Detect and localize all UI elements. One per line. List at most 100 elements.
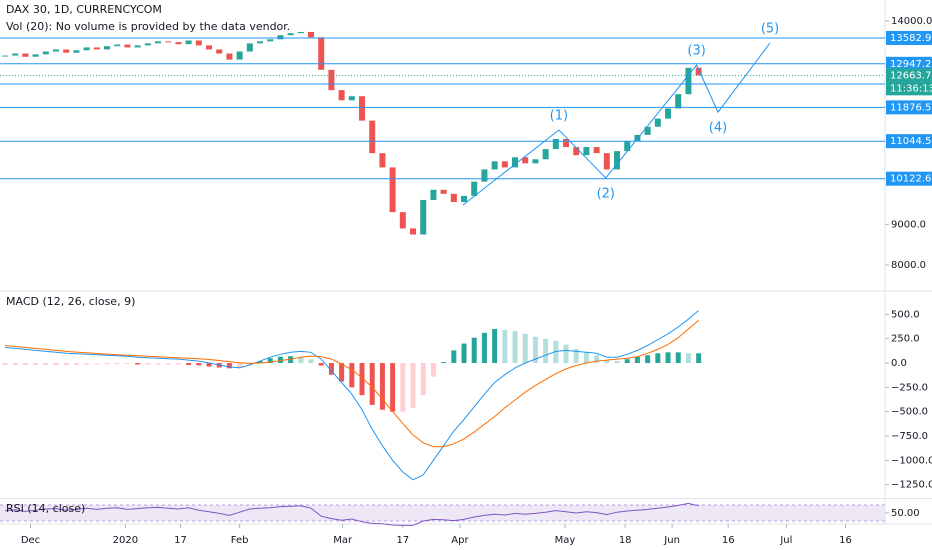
histogram-bar <box>318 363 324 366</box>
candle <box>552 138 559 150</box>
histogram-bar <box>492 328 498 364</box>
histogram-bar <box>175 363 181 365</box>
candle <box>195 40 202 46</box>
candle <box>542 149 549 160</box>
histogram-bar <box>267 358 273 364</box>
histogram-bar <box>165 363 171 365</box>
histogram-bar <box>390 363 396 412</box>
candle <box>83 47 90 51</box>
candle <box>399 212 406 229</box>
candle <box>185 40 192 45</box>
histogram-bar <box>400 363 406 412</box>
candle <box>695 67 702 76</box>
histogram-bar <box>349 363 355 388</box>
histogram-bar <box>675 352 681 364</box>
histogram-bar <box>594 355 600 364</box>
y-tick-label: 500.0 <box>891 309 920 320</box>
histogram-bar <box>420 363 426 396</box>
candle <box>461 195 468 202</box>
x-tick-label: 18 <box>619 535 632 546</box>
histogram-bar <box>277 356 283 364</box>
candle <box>246 43 253 52</box>
histogram-bar <box>532 336 538 364</box>
chart-subtitle: Vol (20): No volume is provided by the d… <box>6 20 290 33</box>
candle <box>206 45 213 50</box>
candle <box>614 151 621 170</box>
y-tick-label: 14000.0 <box>891 16 932 27</box>
candle <box>624 140 631 152</box>
x-tick-label: Mar <box>333 535 353 546</box>
histogram-bar <box>369 363 375 405</box>
level-label: 13582.9 <box>890 33 931 44</box>
histogram-bar <box>43 363 49 365</box>
candle <box>471 181 478 196</box>
candle <box>22 53 29 57</box>
histogram-bar <box>471 337 477 364</box>
candle <box>226 53 233 60</box>
histogram-bar <box>583 352 589 364</box>
y-tick-label: 250.0 <box>891 334 920 345</box>
histogram-bar <box>634 356 640 364</box>
histogram-bar <box>655 353 661 364</box>
histogram-bar <box>124 363 130 365</box>
candle <box>42 51 49 55</box>
candle <box>93 47 100 50</box>
rsi-band <box>0 505 885 521</box>
candle <box>501 161 508 168</box>
histogram-bar <box>410 363 416 408</box>
candle <box>522 157 529 164</box>
candle <box>359 96 366 121</box>
wave-label: (4) <box>709 121 727 136</box>
signal-line <box>4 319 699 448</box>
histogram-bar <box>614 361 620 364</box>
candle <box>124 44 131 48</box>
last-price-bg <box>886 68 932 96</box>
x-tick-label: 16 <box>839 535 852 546</box>
histogram-bar <box>206 363 212 367</box>
histogram-bar <box>22 363 28 365</box>
macd-line <box>4 310 699 481</box>
candle <box>348 96 355 101</box>
y-tick-label: −1000.0 <box>891 455 932 466</box>
candle <box>603 153 610 170</box>
histogram-bar <box>502 329 508 364</box>
candle <box>267 39 274 42</box>
pane-title: MACD (12, 26, close, 9) <box>6 295 135 308</box>
histogram-bar <box>257 361 263 364</box>
histogram-bar <box>685 353 691 364</box>
wave-label: (3) <box>687 43 705 58</box>
histogram-bar <box>84 363 90 365</box>
histogram-bar <box>696 353 702 364</box>
histogram-bar <box>12 363 18 365</box>
level-label: 12947.2 <box>890 59 931 70</box>
x-tick-label: Jun <box>663 535 680 546</box>
candle <box>216 49 223 54</box>
candle <box>430 189 437 200</box>
histogram-bar <box>155 363 161 365</box>
candle <box>236 51 243 60</box>
candle <box>685 67 692 95</box>
candle <box>410 228 417 235</box>
level-label: 11044.5 <box>890 136 931 147</box>
candle <box>175 42 182 45</box>
y-tick-label: 8000.0 <box>891 260 926 271</box>
x-tick-label: 17 <box>174 535 187 546</box>
level-label: 11876.5 <box>890 102 931 113</box>
histogram-bar <box>73 363 79 365</box>
histogram-bar <box>114 363 120 365</box>
histogram-bar <box>563 344 569 364</box>
candle <box>63 49 70 53</box>
histogram-bar <box>461 343 467 364</box>
last-price-label: 12663.7 <box>890 70 931 81</box>
histogram-bar <box>573 348 579 364</box>
histogram-bar <box>645 355 651 364</box>
histogram-bar <box>339 363 345 382</box>
histogram-bar <box>298 357 304 364</box>
chart-title: DAX 30, 1D, CURRENCYCOM <box>6 3 162 16</box>
level-label-bg <box>886 100 932 115</box>
histogram-bar <box>512 330 518 364</box>
histogram-bar <box>543 338 549 364</box>
candle <box>104 46 111 50</box>
wave-path <box>462 42 771 206</box>
candle <box>53 49 60 52</box>
